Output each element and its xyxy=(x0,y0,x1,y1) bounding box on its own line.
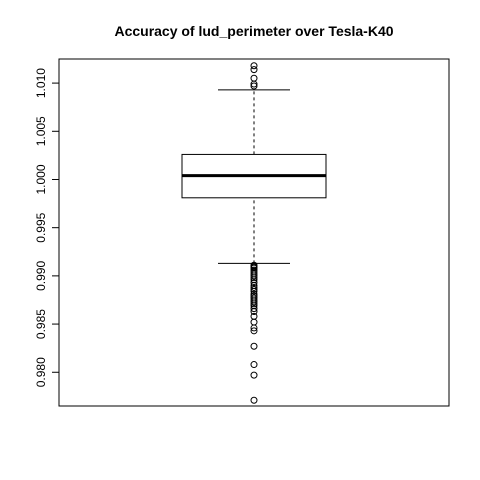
y-tick-label: 1.000 xyxy=(34,164,48,194)
outlier-point xyxy=(250,361,258,369)
outlier-point xyxy=(250,305,258,313)
outlier-point xyxy=(250,342,258,350)
boxplot xyxy=(181,89,327,264)
outlier-point xyxy=(250,283,258,291)
outlier-point xyxy=(250,308,258,316)
outlier-point xyxy=(250,285,258,293)
outlier-point xyxy=(250,324,258,332)
chart-title: Accuracy of lud_perimeter over Tesla-K40 xyxy=(114,23,393,39)
outlier-point xyxy=(250,66,258,74)
outlier-point xyxy=(250,287,258,295)
outlier-point xyxy=(250,298,258,306)
y-axis: 0.980 0.985 0.990 0.995 1.000 1.005 1.010 xyxy=(34,68,60,387)
outlier-point xyxy=(250,371,258,379)
outliers xyxy=(250,62,258,404)
outlier-point xyxy=(250,300,258,308)
outlier-point xyxy=(250,62,258,70)
y-tick-label: 1.005 xyxy=(34,116,48,146)
outlier-point xyxy=(250,327,258,335)
outlier-point xyxy=(250,396,258,404)
outlier-point xyxy=(250,272,258,280)
outlier-point xyxy=(250,279,258,287)
outlier-point xyxy=(250,80,258,88)
y-tick-label: 0.995 xyxy=(34,212,48,242)
y-tick-label: 0.990 xyxy=(34,261,48,291)
outlier-point xyxy=(250,274,258,282)
y-tick-label: 0.980 xyxy=(34,357,48,387)
y-tick-label: 0.985 xyxy=(34,309,48,339)
y-tick-label: 1.010 xyxy=(34,68,48,98)
outlier-point xyxy=(250,82,258,90)
